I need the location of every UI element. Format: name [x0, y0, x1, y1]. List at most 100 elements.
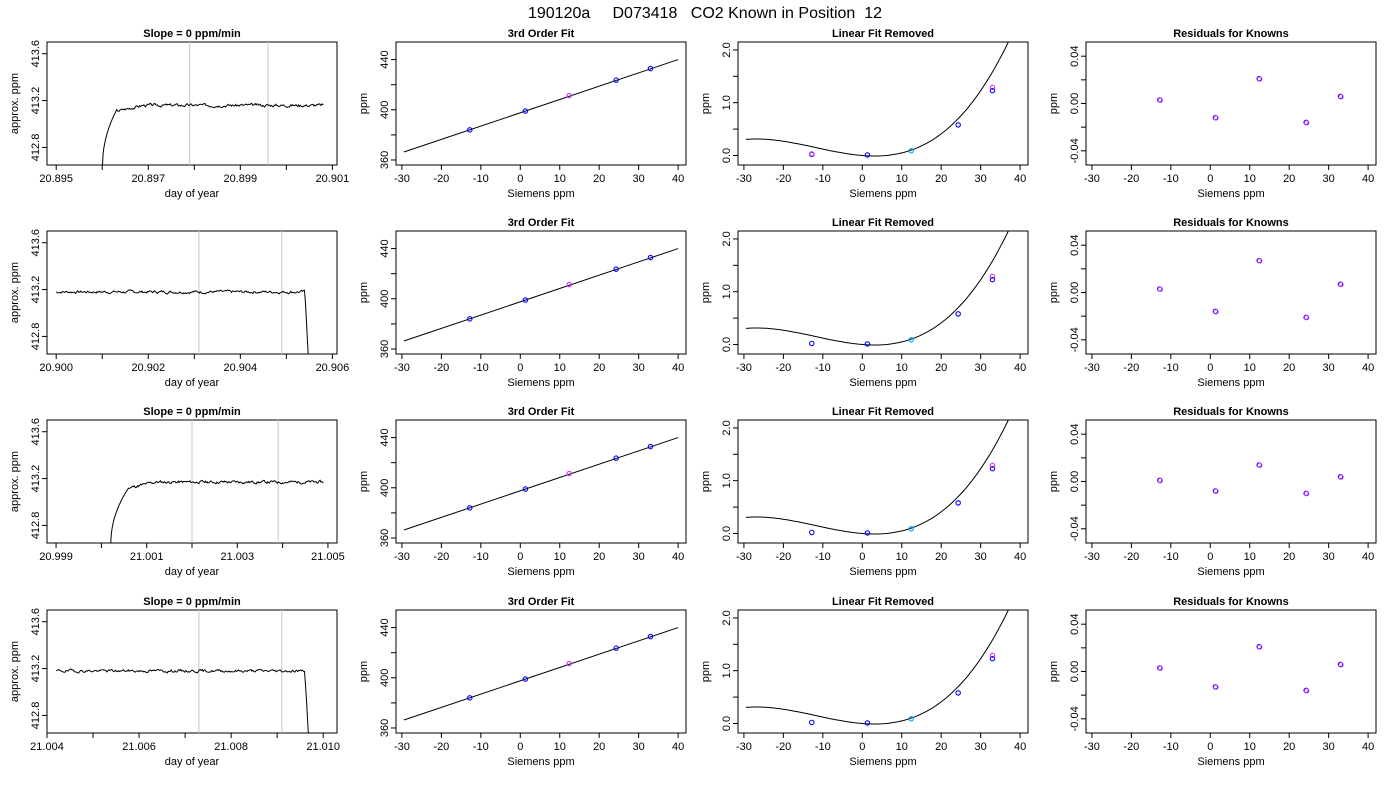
y-tick-label: 0.0 [721, 148, 733, 163]
concentration-trace [110, 479, 324, 543]
fit-line [403, 627, 679, 721]
data-point [647, 254, 654, 261]
y-axis-label: ppm [700, 282, 712, 303]
panel-3-4: Residuals for Knowns -30 -20 -10 0 10 20 30 40 -0… [1048, 406, 1377, 578]
x-tick-label: 30 [633, 362, 645, 374]
y-tick-label: -0.04 [1069, 138, 1081, 163]
panel-1-3: Linear Fit Removed -30 -20 -10 0 10 20 30 40 0.0 1… [700, 28, 1029, 200]
panel-title: Slope = 0 ppm/min [143, 406, 241, 418]
x-tick-label: 20 [935, 173, 947, 185]
x-tick-label: 10 [554, 741, 566, 753]
x-axis-label: Siemens ppm [507, 566, 574, 578]
data-point [647, 443, 654, 450]
y-axis-label: ppm [358, 282, 370, 303]
x-tick-label: -20 [1123, 551, 1139, 563]
x-tick-label: -20 [433, 362, 449, 374]
y-axis-label: approx. ppm [9, 641, 21, 702]
data-point [1257, 258, 1263, 264]
x-tick-label: 0 [859, 173, 865, 185]
y-tick-label: 400 [379, 479, 391, 497]
y-tick-label: 412.8 [30, 702, 42, 730]
y-tick-label: 0.00 [1069, 471, 1081, 492]
data-point [647, 65, 654, 72]
x-tick-label: -30 [394, 362, 410, 374]
y-tick-label: 1.0 [721, 95, 733, 110]
data-point [522, 676, 529, 682]
x-tick-label: 20.895 [39, 173, 73, 185]
fit-line [403, 437, 679, 531]
data-point [1157, 477, 1163, 484]
plot-frame [395, 41, 687, 166]
plot-area [745, 42, 1009, 157]
data-point [613, 645, 619, 651]
plot-frame [737, 230, 1029, 355]
fit-line [403, 59, 679, 153]
y-tick-label: 413.6 [30, 608, 42, 636]
x-tick-label: 20.901 [316, 173, 350, 185]
data-point [989, 87, 996, 94]
x-axis-label: Siemens ppm [849, 756, 916, 768]
x-tick-label: -30 [736, 551, 752, 563]
x-tick-label: 40 [672, 173, 684, 185]
y-tick-label: 2.0 [721, 610, 733, 625]
x-tick-label: 0 [517, 173, 523, 185]
y-axis-label: ppm [1048, 661, 1060, 682]
plot-frame [46, 609, 338, 734]
panel-title: Slope = 0 ppm/min [143, 28, 241, 40]
residual-curve [745, 231, 1009, 346]
y-axis-label: ppm [358, 471, 370, 492]
data-point [1157, 665, 1163, 671]
y-axis-label: ppm [1048, 282, 1060, 303]
data-point [1213, 488, 1219, 494]
panel-3-2: 3rd Order Fit -30 -20 -10 0 10 20 30 40 360 400 440… [358, 406, 687, 578]
panel-2-3: Linear Fit Removed -30 -20 -10 0 10 20 30 40 0.0 1… [700, 217, 1029, 389]
y-axis-label: ppm [700, 661, 712, 682]
y-tick-label: 0.0 [721, 526, 733, 541]
panel-4-1: Slope = 0 ppm/min 21.004 21.006 21.008 21.01… [9, 596, 340, 768]
data-point [864, 341, 871, 347]
y-tick-label: 0.0 [721, 716, 733, 731]
y-tick-label: 0.00 [1069, 661, 1081, 682]
y-tick-label: 1.0 [721, 284, 733, 299]
fit-line [403, 248, 679, 342]
x-axis-label: Siemens ppm [1197, 566, 1264, 578]
x-tick-label: 20 [935, 741, 947, 753]
x-tick-label: 20.897 [131, 173, 165, 185]
x-tick-label: 21.003 [220, 551, 254, 563]
x-tick-label: 20 [935, 362, 947, 374]
panel-2-1: 20.900 20.902 20.904 20.906 412.8 413.2 413.6 d… [9, 229, 349, 389]
x-tick-label: 40 [1014, 551, 1026, 563]
y-tick-label: 440 [379, 618, 391, 636]
y-tick-label: 2.0 [721, 231, 733, 246]
x-tick-label: 40 [1362, 362, 1374, 374]
panel-title: Residuals for Knowns [1173, 596, 1289, 608]
plot-frame [46, 41, 338, 166]
plot-frame [1085, 419, 1377, 544]
plot-area [403, 59, 679, 153]
concentration-trace [56, 668, 309, 733]
plot-frame [1085, 609, 1377, 734]
data-point [467, 316, 473, 322]
data-point [467, 127, 473, 133]
x-tick-label: -20 [1123, 741, 1139, 753]
y-tick-label: 440 [379, 50, 391, 68]
x-tick-label: 20 [593, 551, 605, 563]
x-tick-label: 20 [1283, 551, 1295, 563]
x-tick-label: 20.899 [224, 173, 258, 185]
x-tick-label: -10 [473, 741, 489, 753]
x-tick-label: 40 [1014, 362, 1026, 374]
panel-title: Residuals for Knowns [1173, 217, 1289, 229]
x-tick-label: -30 [1084, 551, 1100, 563]
x-tick-label: -30 [736, 362, 752, 374]
x-tick-label: 20.900 [39, 362, 73, 374]
x-tick-label: -10 [473, 173, 489, 185]
x-tick-label: 20 [1283, 173, 1295, 185]
y-axis-label: ppm [700, 93, 712, 114]
x-tick-label: -20 [775, 173, 791, 185]
data-point [1304, 120, 1310, 126]
y-tick-label: 413.6 [30, 229, 42, 257]
plot-frame [737, 41, 1029, 166]
x-tick-label: -30 [394, 551, 410, 563]
data-point [955, 122, 961, 128]
y-tick-label: -0.04 [1069, 327, 1081, 352]
